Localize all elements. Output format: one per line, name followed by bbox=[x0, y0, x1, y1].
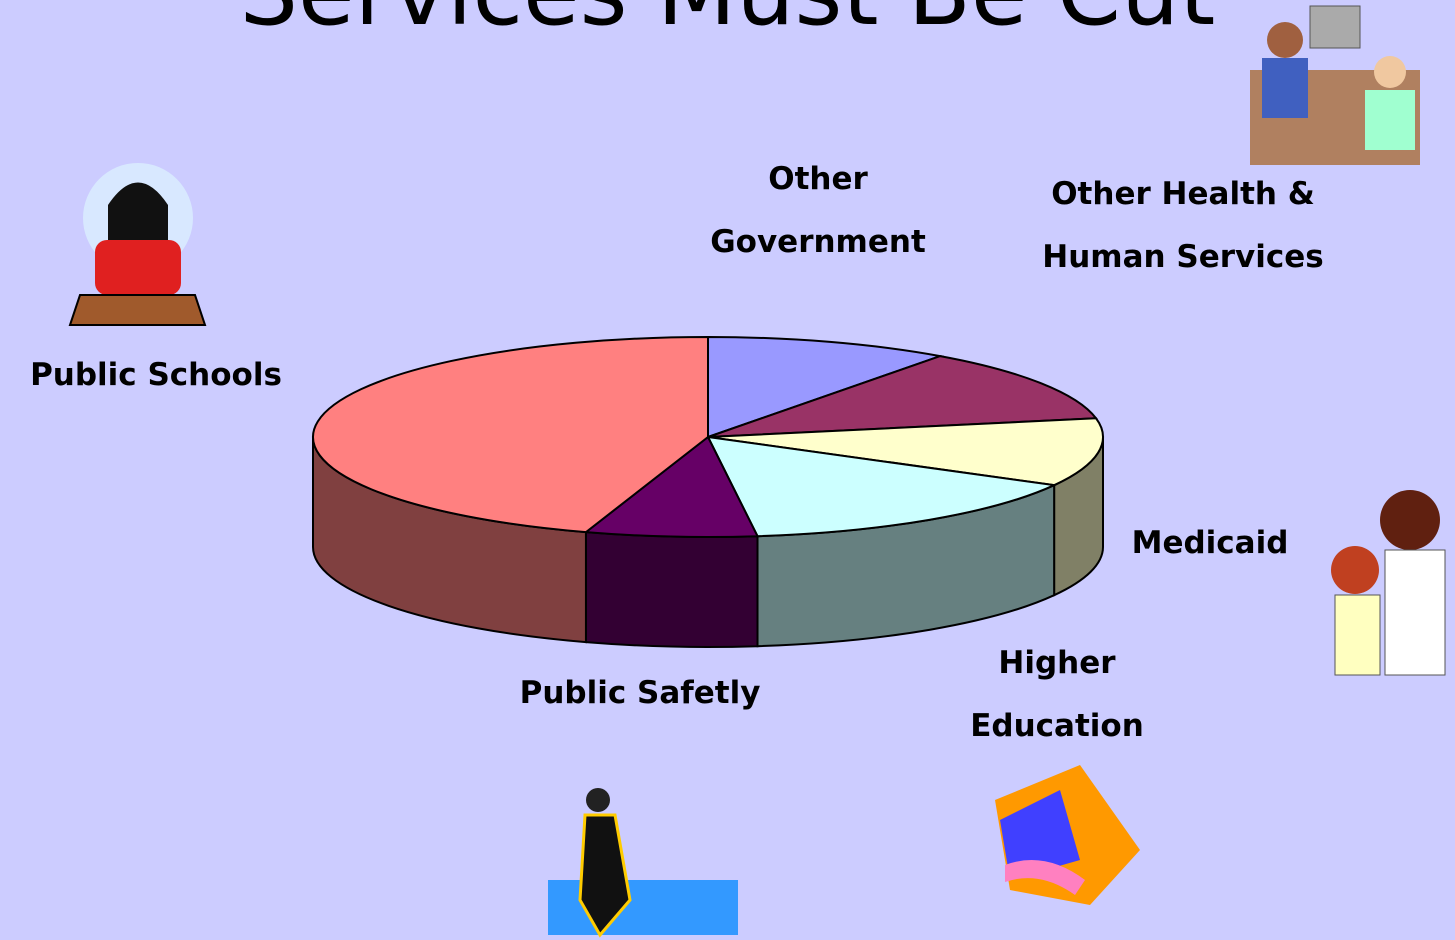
pie-slice bbox=[707, 335, 945, 439]
slice-label: Medicaid bbox=[1131, 525, 1289, 561]
slice-label: Public Safetly bbox=[519, 675, 761, 711]
pie-slice bbox=[707, 417, 1104, 487]
clip-art bbox=[68, 5, 1446, 938]
pie-slice bbox=[583, 435, 760, 538]
chart-title: Services Must Be Cut bbox=[0, 0, 1455, 48]
pie-side bbox=[584, 531, 759, 648]
slice-label: Public Schools bbox=[30, 357, 282, 393]
pie-slice bbox=[707, 355, 1098, 438]
slice-label: Other Health & Human Services bbox=[1042, 176, 1324, 275]
pie-slice bbox=[706, 435, 1058, 538]
slice-label: Higher Education bbox=[970, 645, 1144, 744]
pie-slice bbox=[312, 335, 709, 534]
slice-label: Other Government bbox=[710, 161, 926, 260]
